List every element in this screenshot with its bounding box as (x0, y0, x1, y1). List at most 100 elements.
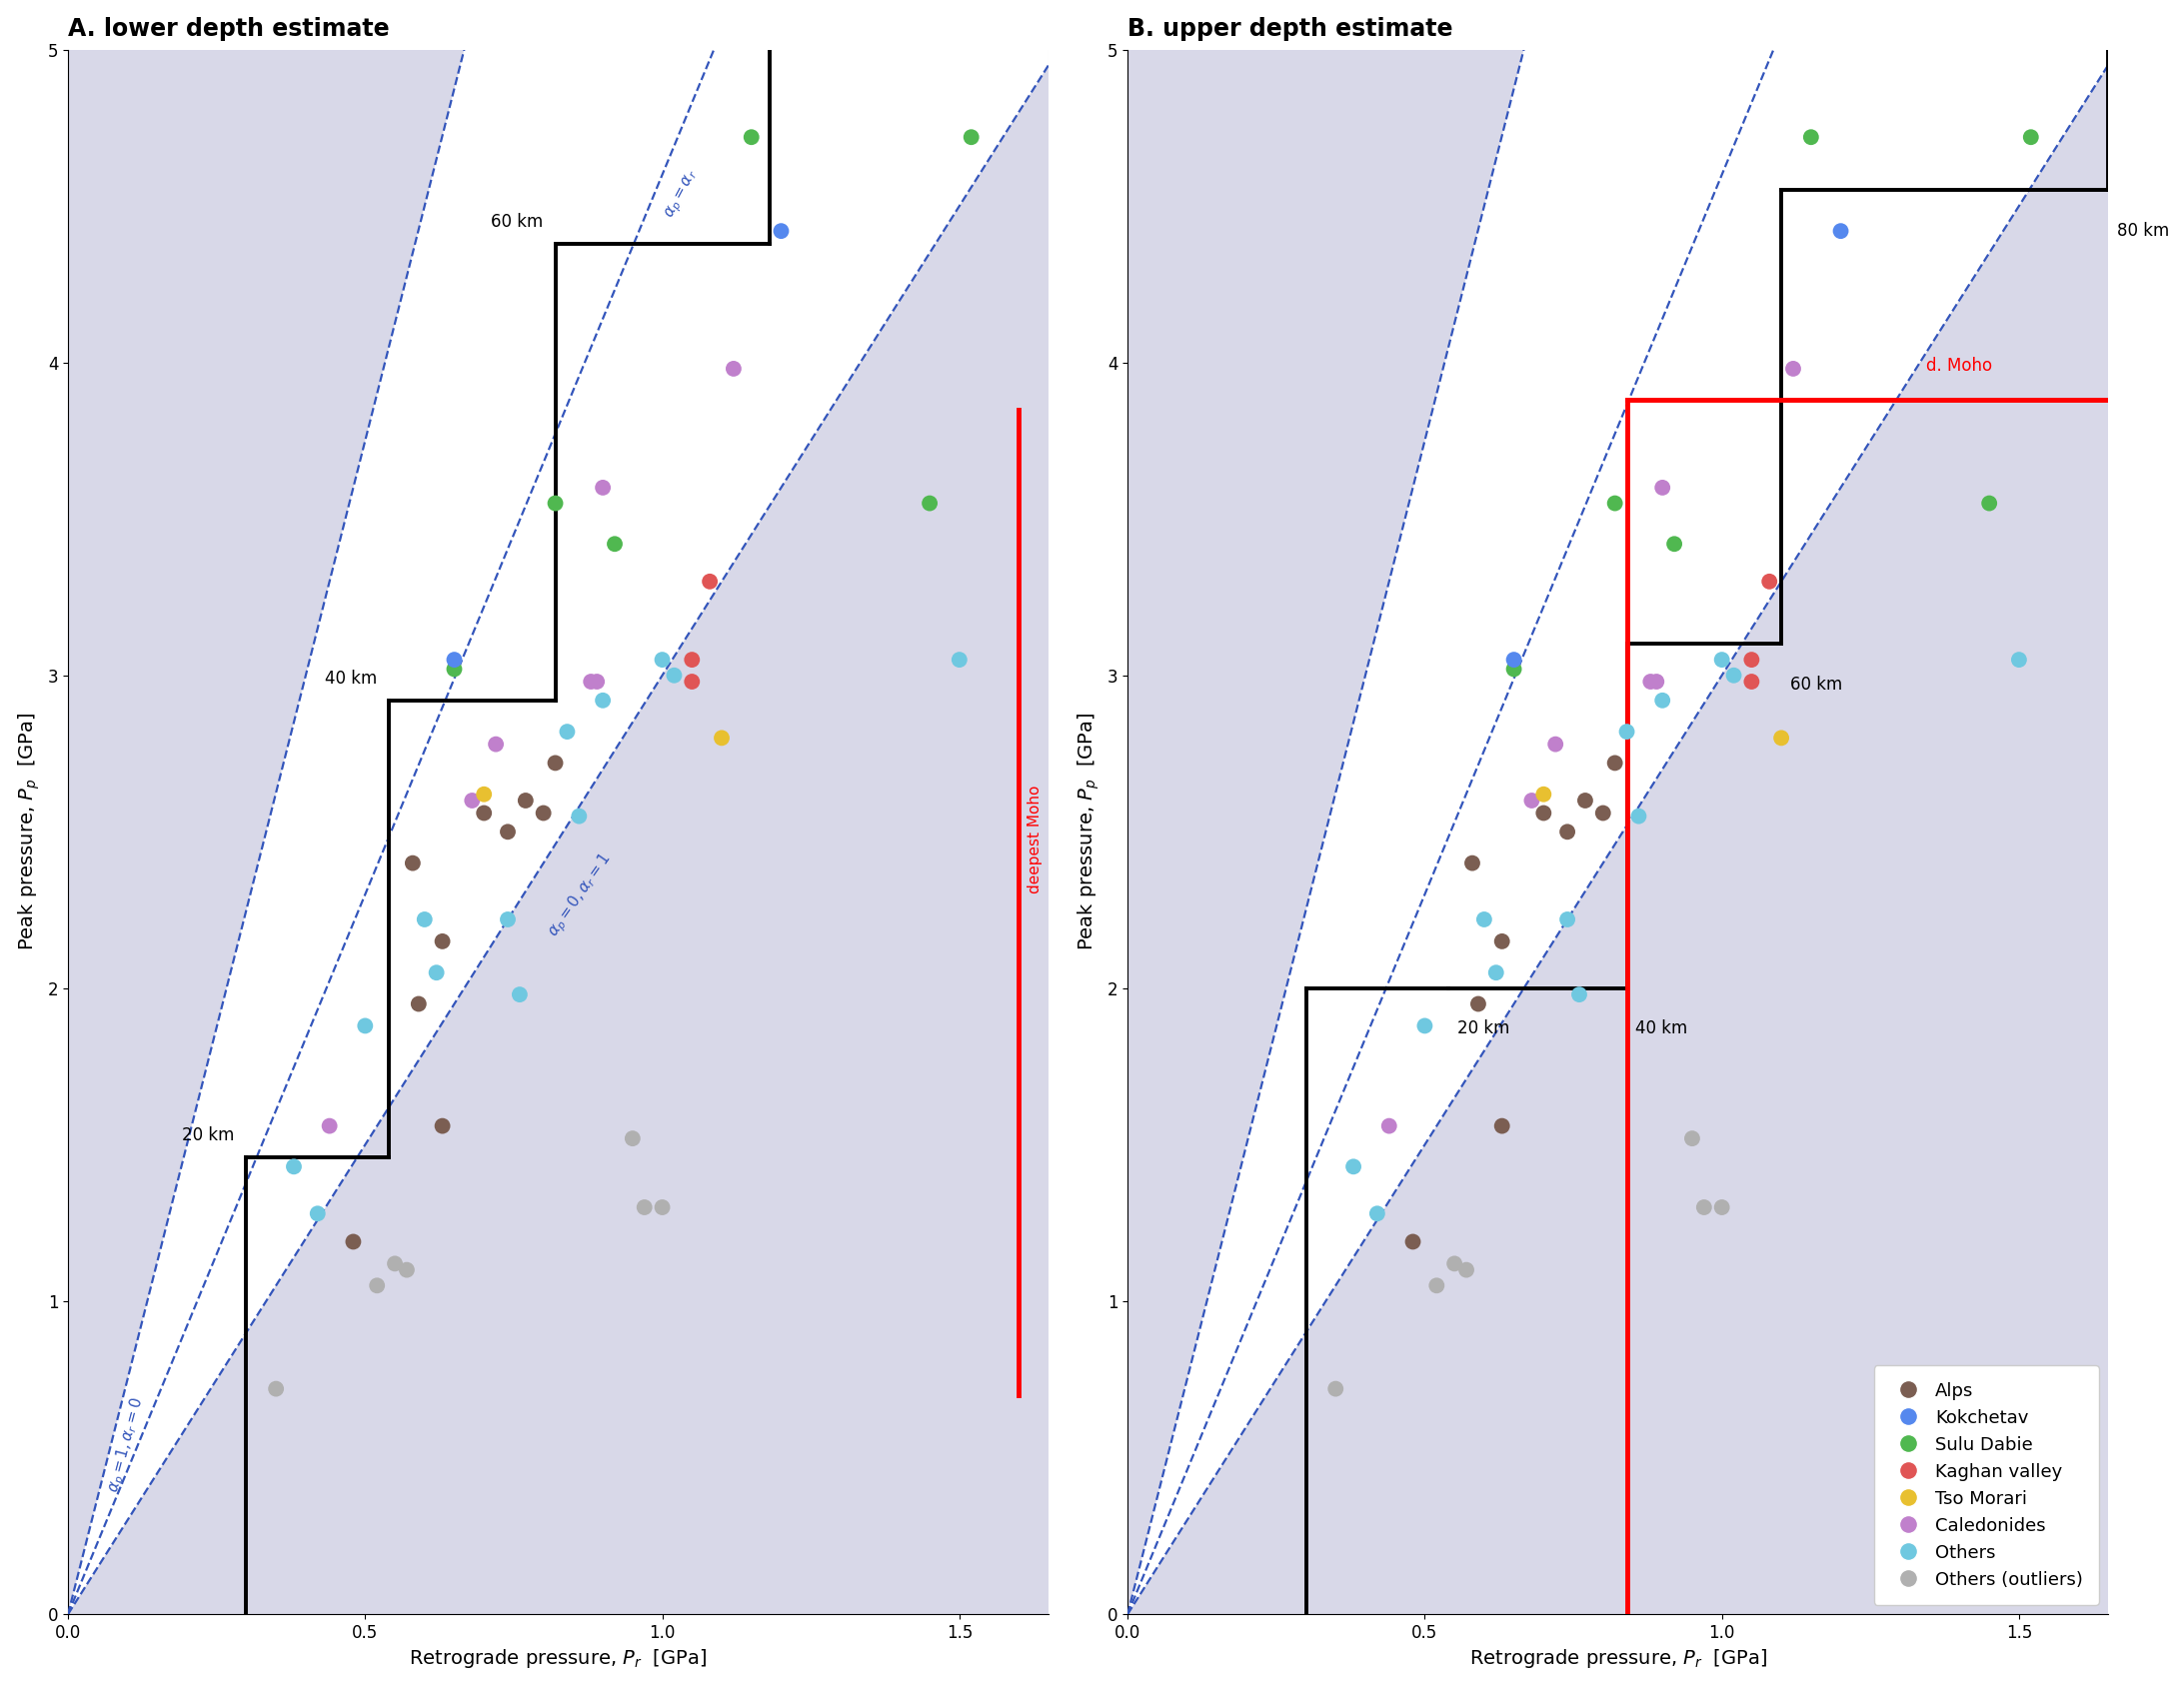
Point (1734, 668, 1769, 695)
Point (1610, 719, 1645, 746)
Point (941, 646, 976, 673)
Y-axis label: Peak pressure, $P_p$  [GPa]: Peak pressure, $P_p$ [GPa] (1077, 712, 1101, 951)
Point (395, 850, 430, 877)
Text: d. Moho: d. Moho (1926, 358, 1992, 375)
Point (675, 646, 710, 673)
Point (258, 1375, 293, 1402)
Text: A. lower depth estimate: A. lower depth estimate (68, 17, 389, 40)
X-axis label: Retrograde pressure, $P_r$  [GPa]: Retrograde pressure, $P_r$ [GPa] (1470, 1648, 1767, 1670)
Point (1461, 990, 1496, 1017)
Point (1568, 788, 1603, 815)
Point (1597, 489, 1631, 516)
Point (954, 123, 989, 150)
Point (336, 1228, 371, 1255)
Point (1319, 1375, 1354, 1402)
Polygon shape (68, 49, 1048, 1614)
Point (1658, 530, 1693, 557)
Point (1372, 1112, 1406, 1139)
Point (437, 646, 472, 673)
Point (1597, 749, 1631, 776)
Point (1437, 1250, 1472, 1277)
Point (526, 800, 561, 827)
Point (585, 687, 620, 714)
Text: 60 km: 60 km (491, 213, 544, 231)
Point (347, 1012, 382, 1039)
Point (1538, 730, 1572, 757)
Polygon shape (1127, 49, 2108, 1614)
Point (389, 1257, 424, 1284)
Point (1793, 123, 1828, 150)
Point (692, 569, 727, 596)
Text: 20 km: 20 km (1457, 1019, 1509, 1038)
Point (1734, 646, 1769, 673)
Point (616, 1125, 651, 1152)
Text: B. upper depth estimate: B. upper depth estimate (1127, 17, 1452, 40)
Text: 60 km: 60 km (1791, 675, 1843, 693)
Text: $\alpha_p = 1, \alpha_r = 0$: $\alpha_p = 1, \alpha_r = 0$ (103, 1395, 149, 1495)
Point (734, 123, 769, 150)
Point (467, 781, 502, 808)
Point (1551, 818, 1586, 845)
Point (1972, 489, 2007, 516)
Point (489, 906, 524, 933)
Point (574, 668, 609, 695)
Point (1514, 788, 1548, 815)
Point (277, 1154, 312, 1181)
Text: $\alpha_p = 0, \alpha_r = 1$: $\alpha_p = 0, \alpha_r = 1$ (544, 850, 616, 941)
Text: 40 km: 40 km (1636, 1019, 1688, 1038)
Text: $\alpha_p = \alpha_r$: $\alpha_p = \alpha_r$ (662, 167, 703, 221)
Point (703, 724, 738, 751)
Point (2014, 123, 2049, 150)
Point (1479, 960, 1514, 987)
Point (467, 800, 502, 827)
Point (1455, 850, 1489, 877)
Point (1551, 906, 1586, 933)
Point (509, 788, 544, 815)
Point (1396, 1228, 1431, 1255)
Point (1496, 646, 1531, 673)
X-axis label: Retrograde pressure, $P_r$  [GPa]: Retrograde pressure, $P_r$ [GPa] (408, 1648, 708, 1670)
Point (644, 646, 679, 673)
Point (764, 218, 799, 245)
Point (1645, 474, 1679, 501)
Point (1586, 800, 1621, 827)
Point (1765, 724, 1800, 751)
Point (561, 803, 596, 830)
Point (913, 489, 948, 516)
Legend: Alps, Kokchetav, Sulu Dabie, Kaghan valley, Tso Morari, Caledonides, Others, Oth: Alps, Kokchetav, Sulu Dabie, Kaghan vall… (1874, 1365, 2099, 1604)
Point (1485, 1112, 1520, 1139)
Point (426, 1112, 461, 1139)
Point (675, 668, 710, 695)
Point (426, 928, 461, 955)
Point (1621, 803, 1655, 830)
Point (1776, 356, 1811, 383)
Point (437, 656, 472, 683)
Point (1704, 1194, 1738, 1221)
Point (1717, 661, 1752, 688)
Point (1638, 668, 1673, 695)
Point (1527, 781, 1562, 808)
Point (299, 1199, 334, 1226)
Text: 20 km: 20 km (181, 1127, 234, 1145)
Point (716, 356, 751, 383)
Point (489, 818, 524, 845)
Point (579, 668, 614, 695)
Point (1527, 800, 1562, 827)
Point (478, 730, 513, 757)
Point (1562, 982, 1597, 1009)
Point (378, 1250, 413, 1277)
Point (596, 530, 631, 557)
Point (644, 1194, 679, 1221)
Point (1675, 1125, 1710, 1152)
Point (537, 749, 572, 776)
Point (502, 982, 537, 1009)
Point (1634, 668, 1669, 695)
Point (657, 661, 692, 688)
Point (627, 1194, 662, 1221)
Point (585, 474, 620, 501)
Point (402, 990, 437, 1017)
Point (360, 1272, 395, 1299)
Text: 40 km: 40 km (325, 670, 378, 688)
Point (454, 788, 489, 815)
Point (312, 1112, 347, 1139)
